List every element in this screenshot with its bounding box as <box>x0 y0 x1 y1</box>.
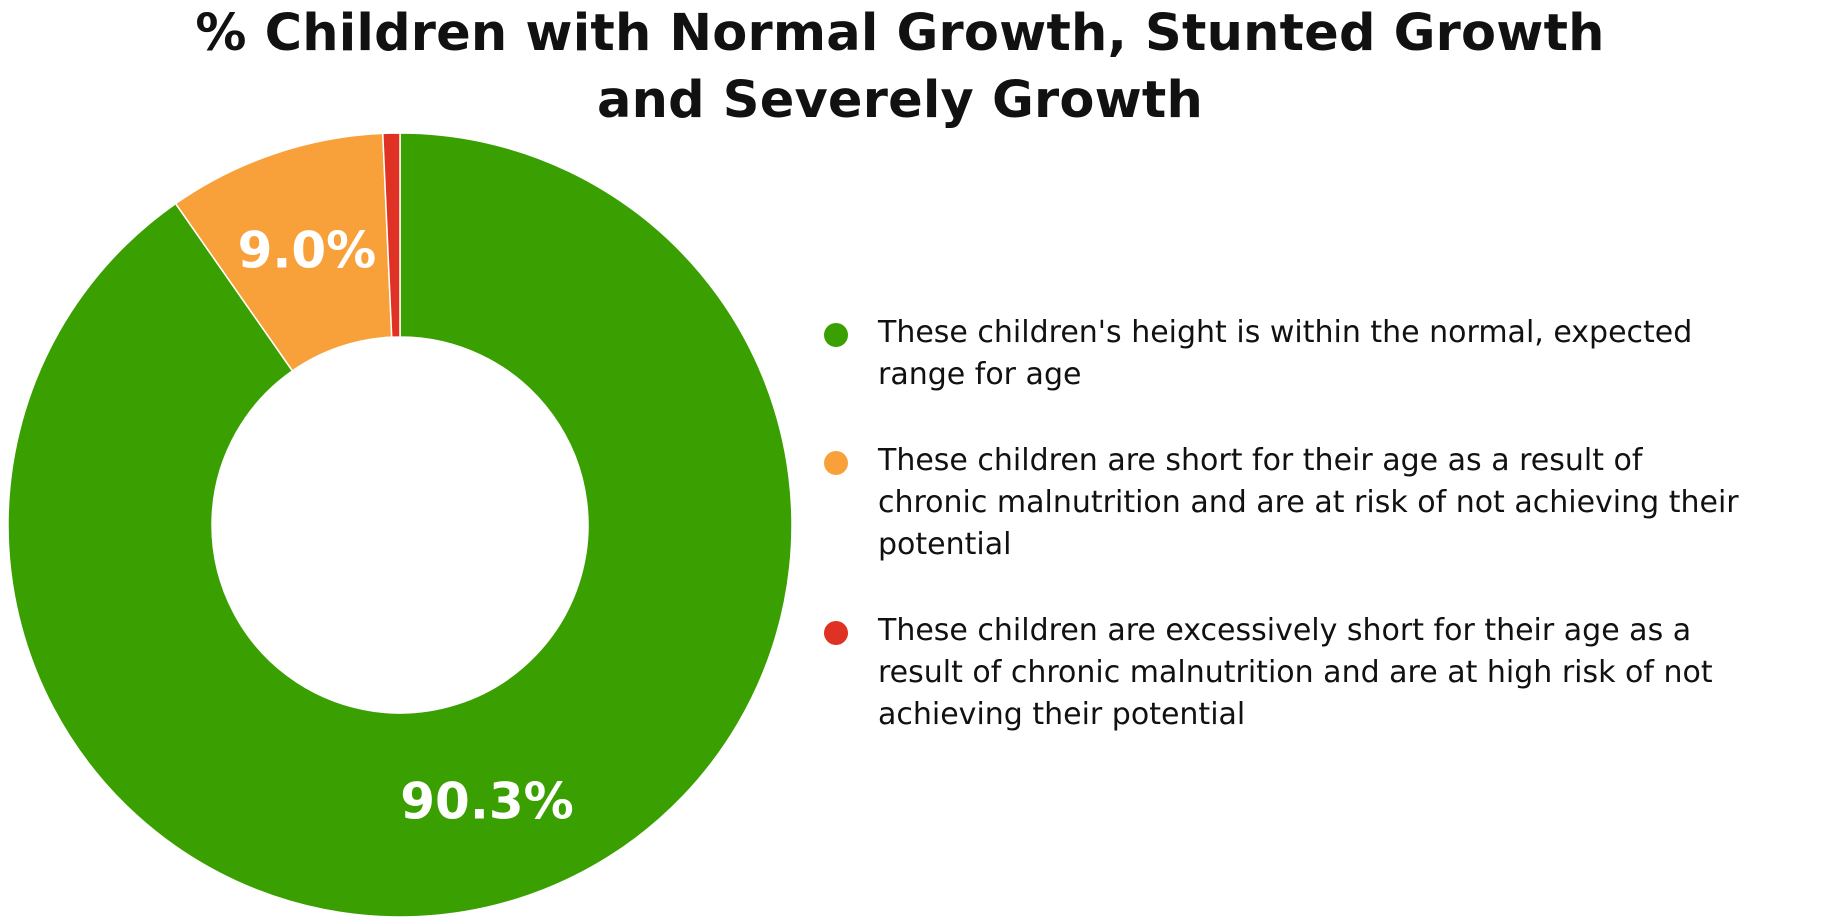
chart-legend: These children's height is within the no… <box>820 312 1740 736</box>
donut-chart: 90.3% 9.0% <box>7 132 793 918</box>
legend-label-stunted: These children are short for their age a… <box>878 443 1739 562</box>
legend-swatch-severely-stunted <box>824 621 848 645</box>
legend-item-normal[interactable]: These children's height is within the no… <box>820 312 1740 396</box>
slice-severely-stunted[interactable] <box>381 132 401 338</box>
legend-swatch-stunted <box>824 451 848 475</box>
slice-value-label-normal: 90.3% <box>400 773 573 831</box>
legend-label-severely-stunted: These children are excessively short for… <box>878 613 1713 732</box>
slice-labels: 90.3% 9.0% <box>238 221 574 830</box>
legend-swatch-normal <box>824 323 848 347</box>
legend-item-stunted[interactable]: These children are short for their age a… <box>820 440 1740 566</box>
donut-slices <box>7 132 793 918</box>
legend-label-normal: These children's height is within the no… <box>878 315 1693 392</box>
slice-normal[interactable] <box>7 132 793 918</box>
chart-title: % Children with Normal Growth, Stunted G… <box>195 4 1605 130</box>
slice-value-label-stunted: 9.0% <box>238 221 377 279</box>
legend-item-severely-stunted[interactable]: These children are excessively short for… <box>820 610 1740 736</box>
